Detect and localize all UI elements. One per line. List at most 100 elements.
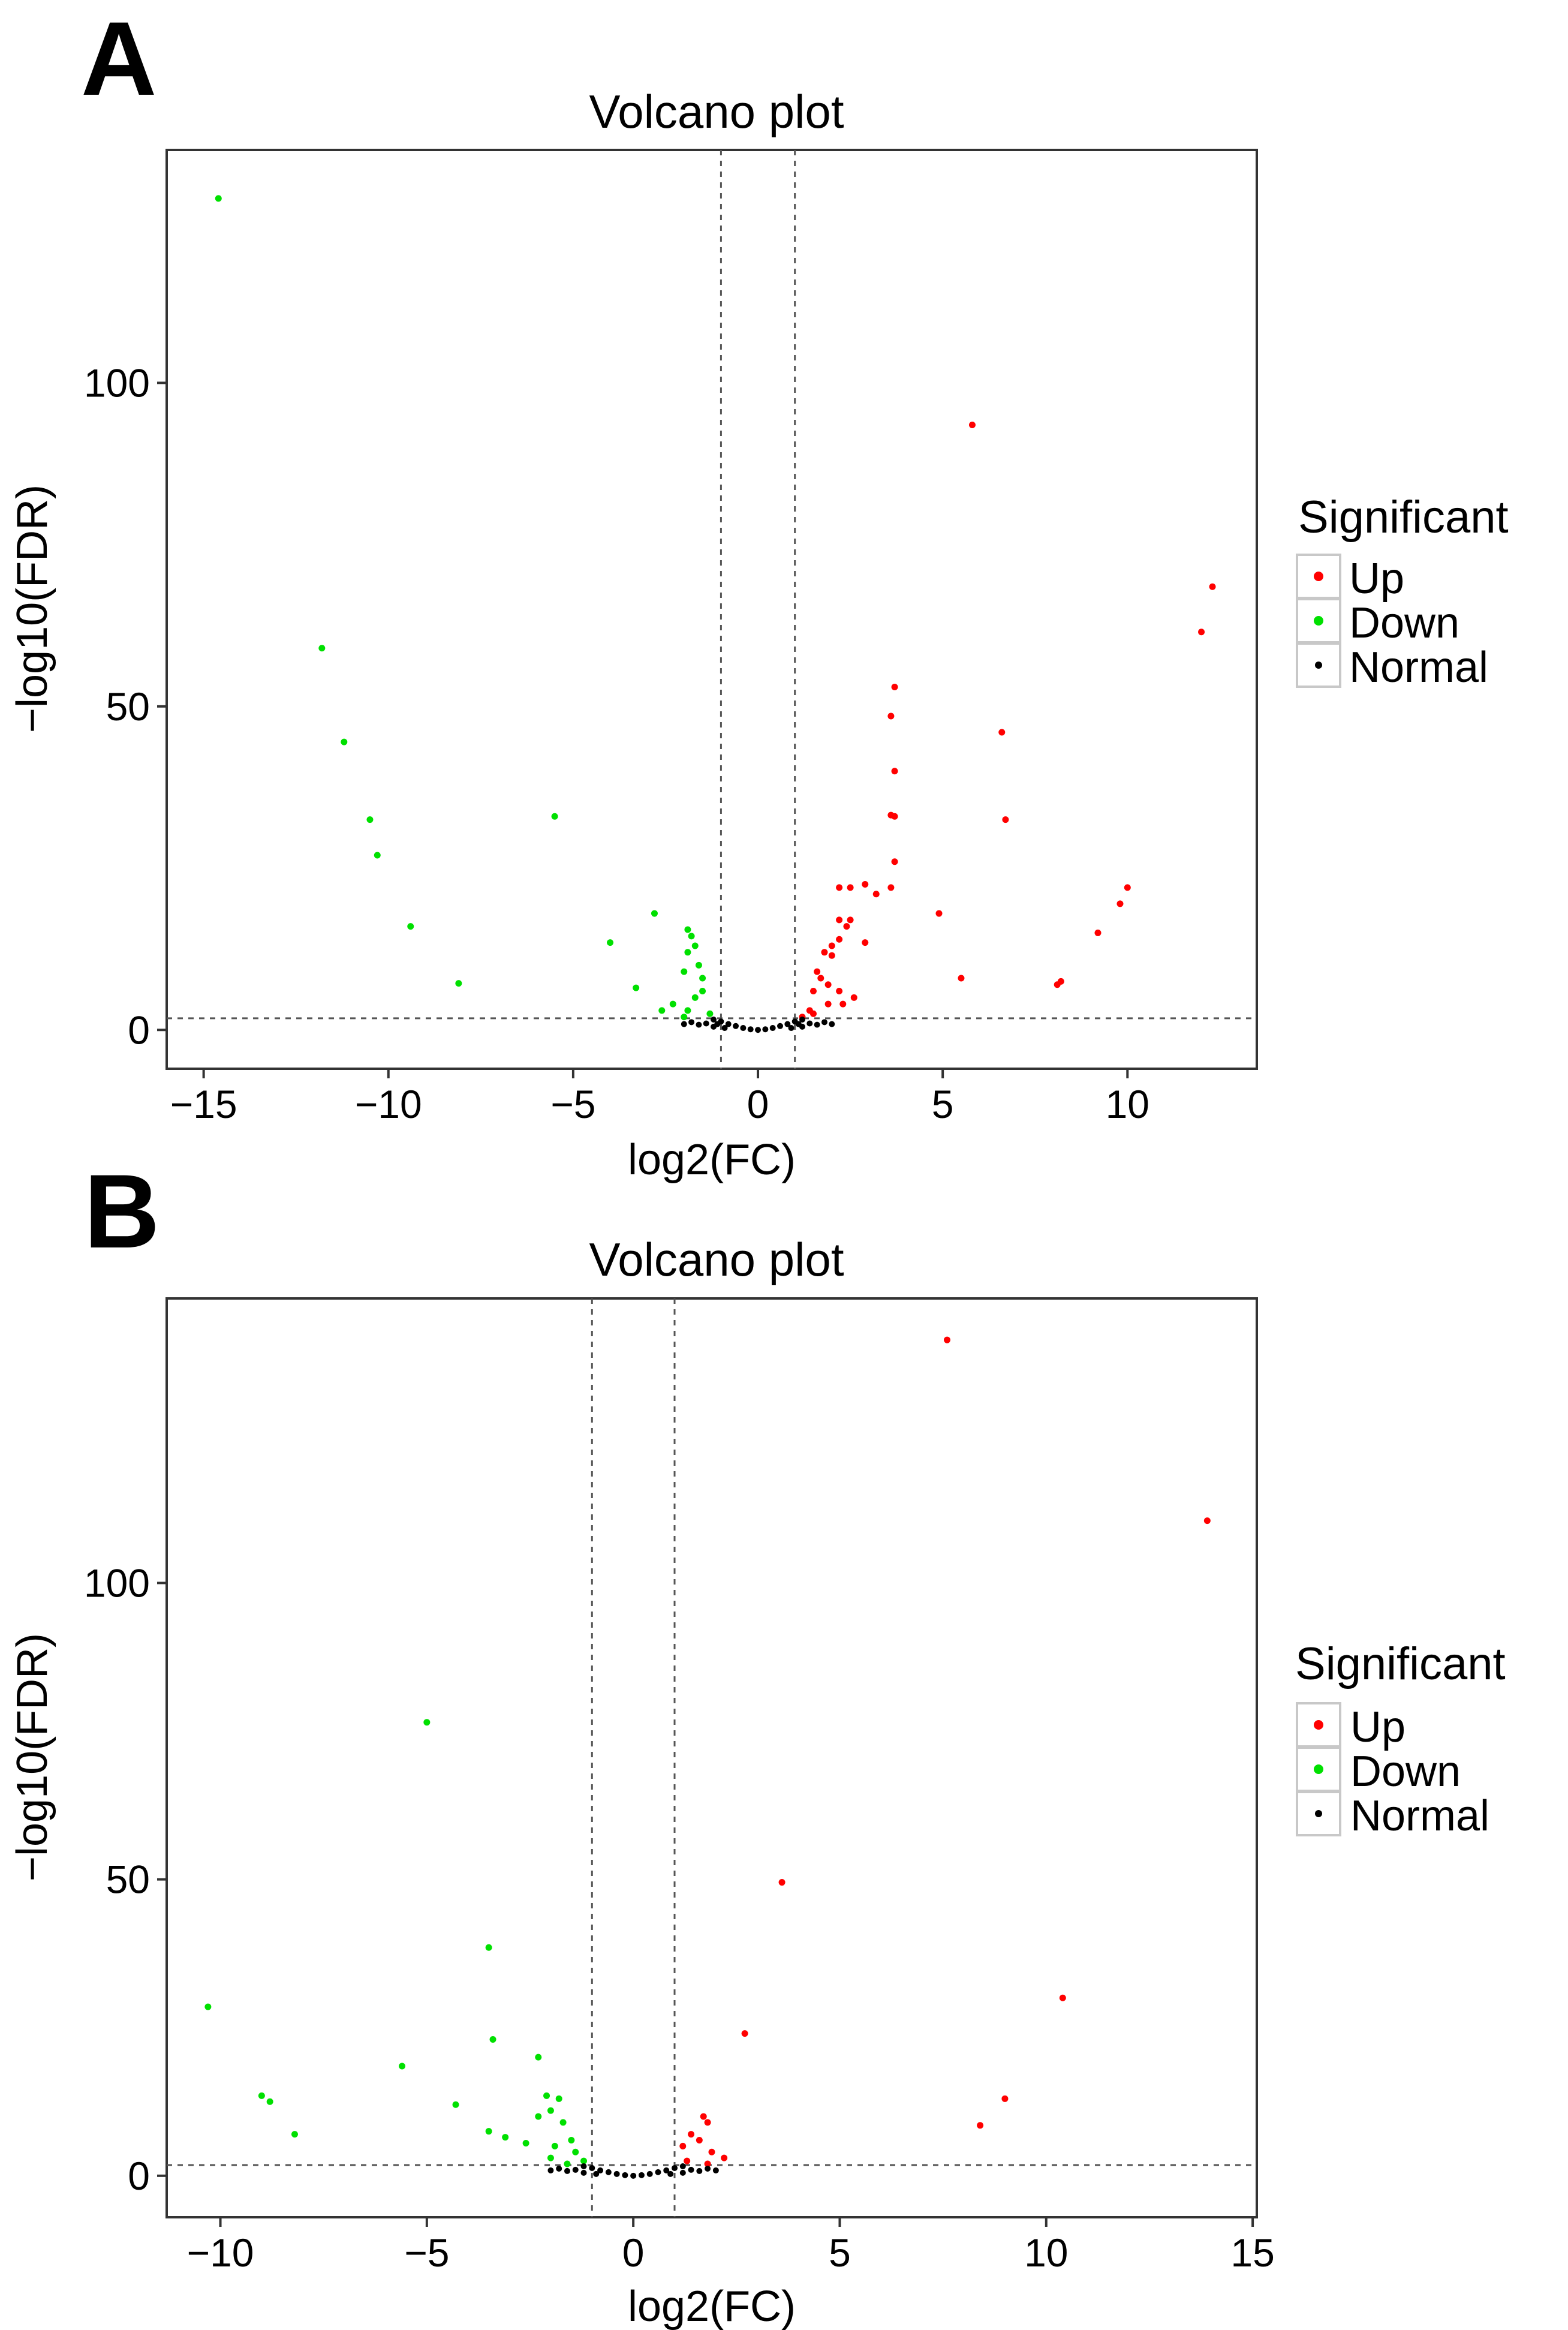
panel-b-point-normal-13	[572, 2166, 579, 2173]
panel-b-x-tick-label-3: 5	[829, 2230, 851, 2275]
panel-b-point-down-18	[568, 2137, 575, 2144]
panel-a-point-up-31	[814, 968, 821, 975]
panel-a-point-normal-26	[795, 1021, 802, 1027]
panel-a-point-down-24	[681, 1014, 688, 1021]
panel-a-plot-frame	[165, 149, 1258, 1070]
panel-b-point-normal-11	[580, 2163, 587, 2169]
panel-a-point-up-3	[891, 683, 898, 690]
panel-a-point-down-8	[607, 939, 614, 946]
panel-a-point-normal-21	[696, 1021, 702, 1028]
panel-b-y-tick-label-1: 50	[106, 1857, 150, 1902]
panel-b-legend-dot-normal	[1315, 1810, 1322, 1817]
panel-a-point-down-20	[669, 1000, 676, 1008]
panel-b-point-up-4	[741, 2030, 748, 2037]
panel-b-point-down-10	[543, 2092, 550, 2099]
panel-a-point-normal-11	[711, 1017, 717, 1023]
panel-a-point-up-19	[847, 916, 854, 924]
panel-b-x-tick-label-5: 15	[1230, 2230, 1274, 2275]
panel-a-point-normal-15	[688, 1019, 695, 1026]
panel-b-point-normal-6	[655, 2169, 661, 2175]
panel-a-point-up-25	[828, 952, 835, 959]
panel-b-point-down-7	[266, 2098, 273, 2105]
panel-a-point-normal-19	[721, 1025, 728, 1032]
panel-b-point-normal-19	[593, 2170, 600, 2177]
panel-b-y-tick-label-0: 0	[128, 2154, 150, 2198]
panel-a-y-axis-label: −log10(FDR)	[8, 485, 56, 733]
panel-b-point-down-0	[423, 1719, 431, 1726]
panel-a-point-down-9	[651, 910, 658, 917]
panel-b-point-normal-8	[663, 2167, 670, 2173]
panel-b-point-up-15	[704, 2160, 711, 2167]
panel-a-x-tick-label-0: −15	[170, 1082, 237, 1126]
panel-b-legend-label-down: Down	[1350, 1748, 1461, 1796]
panel-b-point-normal-4	[646, 2170, 653, 2177]
panel-a-legend-dot-up	[1314, 572, 1323, 581]
panel-a-point-up-33	[824, 981, 832, 988]
panel-a-point-down-21	[684, 1007, 691, 1014]
panel-a-legend-label-normal: Normal	[1349, 644, 1488, 692]
panel-a-point-normal-25	[714, 1021, 721, 1027]
panel-a-point-normal-3	[740, 1025, 747, 1032]
panel-a-point-up-0	[968, 422, 976, 429]
panel-a-x-tick-label-3: 0	[747, 1082, 769, 1126]
panel-b-point-up-8	[704, 2119, 711, 2126]
panel-b-point-down-5	[399, 2063, 406, 2070]
panel-b-points	[204, 1336, 1211, 2179]
panel-a-points	[215, 195, 1216, 1033]
panel-a-point-up-1	[1209, 583, 1216, 590]
panel-b-point-up-10	[696, 2137, 703, 2144]
panel-a-point-normal-23	[681, 1021, 687, 1027]
panel-b-point-down-4	[535, 2054, 542, 2061]
panel-a-point-up-6	[891, 768, 898, 775]
panel-a-point-up-11	[836, 884, 843, 891]
panel-b-point-normal-15	[556, 2165, 562, 2172]
panel-b-point-normal-16	[705, 2165, 711, 2172]
panel-b-legend: Significant Up Down Normal	[1295, 1638, 1506, 1840]
panel-b-point-up-9	[688, 2131, 695, 2138]
panel-a-point-up-34	[836, 988, 843, 995]
panel-b-point-up-14	[684, 2157, 691, 2164]
panel-a-point-up-27	[821, 949, 828, 956]
panel-a-y-tick-label-1: 50	[106, 684, 150, 729]
panel-a-point-up-35	[809, 988, 817, 995]
panel-a-x-tick-label-5: 10	[1106, 1082, 1149, 1126]
panel-b-point-normal-23	[547, 2167, 554, 2173]
panel-a-point-up-38	[839, 1000, 847, 1008]
panel-a-legend-label-up: Up	[1349, 555, 1404, 603]
panel-a-point-up-4	[887, 712, 895, 720]
panel-a-point-up-21	[843, 923, 850, 930]
panel-b-point-normal-5	[605, 2169, 612, 2175]
panel-a-point-up-20	[836, 916, 843, 924]
panel-a-point-up-22	[1094, 929, 1101, 936]
panel-b: B Volcano plot −10 −5 0 5 10 15 0 50 100 log2(F…	[8, 1153, 1506, 2330]
panel-b-y-axis-ticks: 0 50 100	[84, 1561, 167, 2198]
panel-b-point-down-21	[547, 2154, 554, 2161]
panel-a-point-down-15	[695, 961, 702, 969]
panel-a-point-up-24	[828, 942, 835, 949]
panel-b-point-normal-10	[672, 2164, 678, 2171]
panel-a-y-tick-label-2: 100	[84, 360, 150, 405]
panel-b-x-tick-label-0: −10	[187, 2230, 254, 2275]
panel-b-point-normal-17	[580, 2169, 587, 2176]
panel-a-point-up-18	[935, 910, 943, 917]
panel-a-point-up-8	[891, 813, 898, 820]
panel-b-point-normal-3	[613, 2170, 620, 2177]
panel-a-point-down-6	[407, 923, 414, 930]
panel-b-plot-frame	[165, 1297, 1258, 2218]
panel-a-point-normal-24	[829, 1021, 835, 1027]
panel-a-point-down-18	[699, 988, 706, 995]
panel-a-point-down-7	[455, 980, 462, 987]
panel-a-point-up-36	[850, 994, 857, 1001]
panel-b-point-up-5	[1001, 2095, 1009, 2102]
panel-a-legend: Significant Up Down Normal	[1296, 492, 1509, 692]
panel-a-x-tick-label-2: −5	[550, 1082, 595, 1126]
panel-a-legend-label-down: Down	[1349, 599, 1459, 647]
panel-b-legend-dot-down	[1314, 1764, 1323, 1774]
panel-b-legend-dot-up	[1314, 1720, 1323, 1730]
panel-a-point-up-10	[891, 858, 898, 865]
panel-a-point-down-11	[688, 933, 695, 940]
panel-a-legend-title: Significant	[1298, 492, 1509, 543]
panel-a-point-normal-8	[784, 1021, 791, 1027]
panel-a-point-down-16	[699, 975, 706, 982]
